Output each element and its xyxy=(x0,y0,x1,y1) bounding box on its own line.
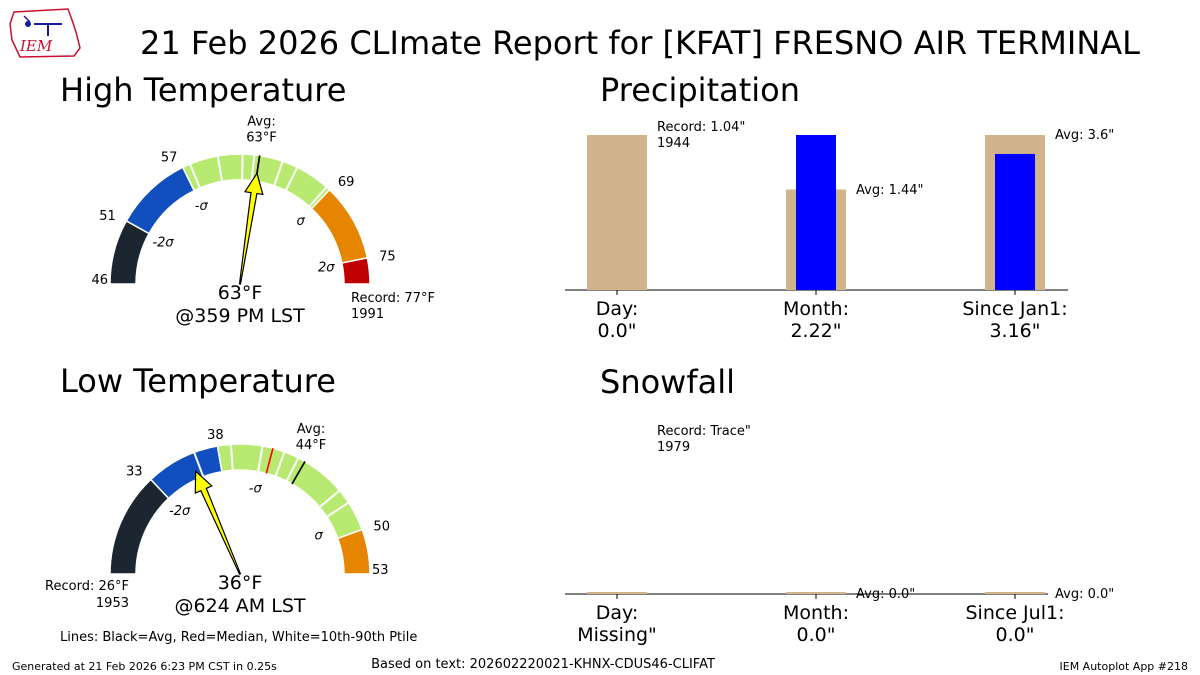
logo-text: IEM xyxy=(19,37,53,55)
category-label: Since Jul1: xyxy=(966,602,1065,624)
source-text: Based on text: 202602220021-KHNX-CDUS46-… xyxy=(371,657,715,672)
record-label: Record: 26°F xyxy=(45,579,129,594)
tick-label: 57 xyxy=(161,151,178,166)
percentile-line-0 xyxy=(189,163,201,189)
gauge-band-3 xyxy=(336,528,371,575)
average-bar xyxy=(786,592,846,594)
annotation: Record: Trace" xyxy=(657,424,751,439)
gauge-band-1 xyxy=(149,445,223,500)
panel-title: Snowfall xyxy=(600,363,735,401)
observed-bar xyxy=(995,153,1035,290)
observed-label: 0.0" xyxy=(797,624,836,646)
gauge-band-1 xyxy=(125,166,196,235)
tick-label: 69 xyxy=(338,175,355,190)
percentile-line-3 xyxy=(274,451,286,477)
percentile-line-2 xyxy=(257,445,264,472)
percentile-line-5 xyxy=(319,489,341,508)
category-label: Month: xyxy=(783,298,849,320)
sigma-label: σ xyxy=(297,214,306,229)
record-year: 1991 xyxy=(351,307,384,322)
panel-title: High Temperature xyxy=(60,71,346,109)
generated-timestamp: Generated at 21 Feb 2026 6:23 PM CST in … xyxy=(12,660,277,673)
tick-label: 50 xyxy=(373,519,390,534)
gauge-needle xyxy=(238,171,264,285)
observed-value: 36°F xyxy=(218,572,263,594)
observed-label: 0.0" xyxy=(996,624,1035,646)
category-label: Since Jan1: xyxy=(962,298,1067,320)
percentile-line-4 xyxy=(273,160,284,187)
tick-label: 38 xyxy=(207,428,224,443)
sigma-label: -2σ xyxy=(169,504,191,519)
annotation: Record: 1.04" xyxy=(657,120,745,135)
sigma-label: 2σ xyxy=(318,260,335,275)
tick-label: 46 xyxy=(91,273,108,288)
avg-label-value: 63°F xyxy=(246,131,277,146)
tick-label: 75 xyxy=(379,249,396,264)
observed-value: 63°F xyxy=(218,282,263,304)
sigma-label: -σ xyxy=(195,199,209,214)
panel-title: Precipitation xyxy=(600,71,800,109)
average-bar xyxy=(587,135,647,290)
observed-label: 0.0" xyxy=(598,320,637,342)
record-year: 1953 xyxy=(96,596,129,611)
percentile-line-6 xyxy=(308,186,328,208)
gauge-band-0 xyxy=(109,478,170,575)
annotation-sub: 1979 xyxy=(657,440,690,455)
app-label: IEM Autoplot App #218 xyxy=(1060,660,1189,673)
percentile-line-4 xyxy=(285,457,300,482)
observed-time: @624 AM LST xyxy=(175,595,306,617)
avg-label-value: 44°F xyxy=(296,438,327,453)
annotation: Avg: 3.6" xyxy=(1055,128,1114,143)
annotation: Avg: 1.44" xyxy=(856,183,924,198)
average-bar xyxy=(587,592,647,594)
gauge-band-2 xyxy=(216,443,364,540)
annotation: Avg: 0.0" xyxy=(1055,587,1114,602)
category-label: Day: xyxy=(596,298,639,320)
median-line xyxy=(265,448,274,474)
panel-title: Low Temperature xyxy=(60,362,336,400)
gauge-band-3 xyxy=(310,188,369,264)
observed-label: Missing" xyxy=(577,624,657,646)
sigma-label: -2σ xyxy=(152,235,174,250)
observed-bar xyxy=(796,135,836,290)
annotation: Avg: 0.0" xyxy=(856,587,915,602)
category-label: Day: xyxy=(596,602,639,624)
percentile-line-0 xyxy=(193,452,205,478)
high-temperature-panel: High Temperature4651576975-2σ-σσ2σAvg:63… xyxy=(60,71,435,327)
percentile-line-1 xyxy=(229,444,234,471)
snowfall-panel: Snowfall Day:Missing" Record: Trace"1979 Mo… xyxy=(565,363,1114,646)
page-title: 21 Feb 2026 CLImate Report for [KFAT] FR… xyxy=(140,24,1140,62)
tick-label: 53 xyxy=(372,563,389,578)
iem-logo: IEM xyxy=(9,8,81,58)
low-temperature-panel: Low Temperature 33 38 50 53 -2σ -σ σ Avg:44°F 36°… xyxy=(45,362,390,617)
sigma-label: -σ xyxy=(249,481,263,496)
percentile-line-6 xyxy=(326,501,350,518)
percentile-line-1 xyxy=(216,155,224,182)
category-label: Month: xyxy=(783,602,849,624)
observed-label: 2.22" xyxy=(790,320,841,342)
precipitation-panel: Precipitation Day:0.0" Record: 1.04"1944 Mo… xyxy=(565,71,1114,342)
average-line xyxy=(291,461,306,485)
tick-label: 51 xyxy=(99,209,116,224)
observed-label: 3.16" xyxy=(989,320,1040,342)
observed-time: @359 PM LST xyxy=(175,305,305,327)
percentile-line-5 xyxy=(284,166,299,192)
percentile-line-2 xyxy=(241,154,244,181)
average-bar xyxy=(985,592,1045,594)
percentile-line-3 xyxy=(250,154,256,181)
sigma-label: σ xyxy=(315,529,324,544)
lines-legend-note: Lines: Black=Avg, Red=Median, White=10th… xyxy=(60,630,417,645)
avg-label-head: Avg: xyxy=(247,115,275,130)
tick-label: 33 xyxy=(126,465,143,480)
gauge-band-4 xyxy=(340,256,371,285)
avg-label-head: Avg: xyxy=(297,422,325,437)
record-label: Record: 77°F xyxy=(351,291,435,306)
gauge-needle xyxy=(194,469,242,575)
annotation-sub: 1944 xyxy=(657,136,690,151)
